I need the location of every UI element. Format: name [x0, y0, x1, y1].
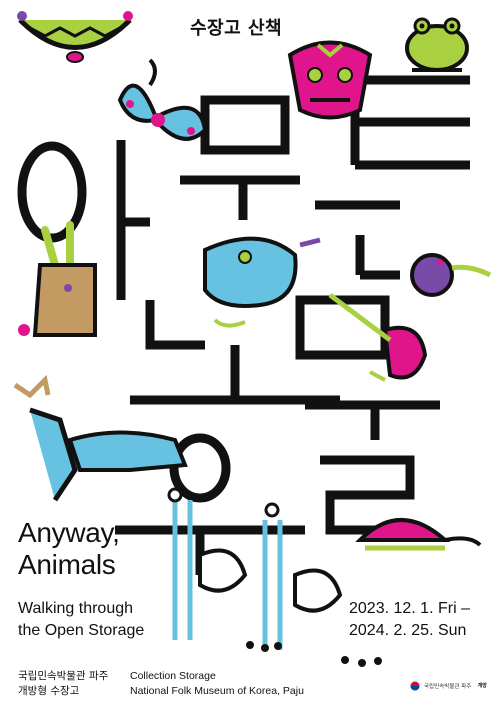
emblem-icon	[410, 681, 420, 691]
footprint-dots	[246, 641, 382, 667]
butterfly	[117, 58, 208, 141]
museum-logo: 국립민속박물관 파주 개방	[410, 679, 489, 693]
big-hangul-letterforms	[17, 75, 470, 575]
cranes	[167, 487, 343, 650]
lion-mask	[287, 40, 373, 120]
logo-stamp: 개방	[477, 683, 487, 689]
rabbit	[18, 221, 97, 337]
frog	[405, 17, 469, 72]
title-line-2: Animals	[18, 549, 116, 580]
shrimp	[328, 293, 428, 382]
logo-text: 국립민속박물관 파주	[424, 684, 472, 690]
korean-subtitle: 수장고 산책	[190, 18, 283, 39]
hippo	[203, 236, 321, 328]
letter-circle-a	[17, 141, 87, 243]
bowl-creature	[17, 11, 133, 63]
date-start: 2023. 12. 1. Fri –	[349, 600, 470, 617]
purple-bird	[410, 253, 492, 297]
date-end: 2024. 2. 25. Sun	[349, 622, 467, 639]
venue-kor-line-2: 개방형 수장고	[18, 685, 80, 697]
venue-korean: 국립민속박물관 파주 개방형 수장고	[18, 669, 108, 699]
turtle	[355, 518, 482, 551]
title-line-1: Anyway,	[18, 517, 120, 548]
subtitle-line-2: the Open Storage	[18, 622, 145, 639]
venue-en-line-2: National Folk Museum of Korea, Paju	[130, 685, 304, 697]
exhibition-subtitle: Walking through the Open Storage	[18, 598, 144, 642]
exhibition-dates: 2023. 12. 1. Fri – 2024. 2. 25. Sun	[349, 598, 470, 642]
letter-circle-o	[169, 433, 231, 503]
venue-english: Collection Storage National Folk Museum …	[130, 669, 304, 699]
venue-kor-line-1: 국립민속박물관 파주	[18, 670, 109, 682]
deer	[13, 374, 188, 502]
subtitle-line-1: Walking through	[18, 600, 134, 617]
venue-en-line-1: Collection Storage	[130, 670, 216, 682]
exhibition-title: Anyway, Animals	[18, 517, 120, 581]
